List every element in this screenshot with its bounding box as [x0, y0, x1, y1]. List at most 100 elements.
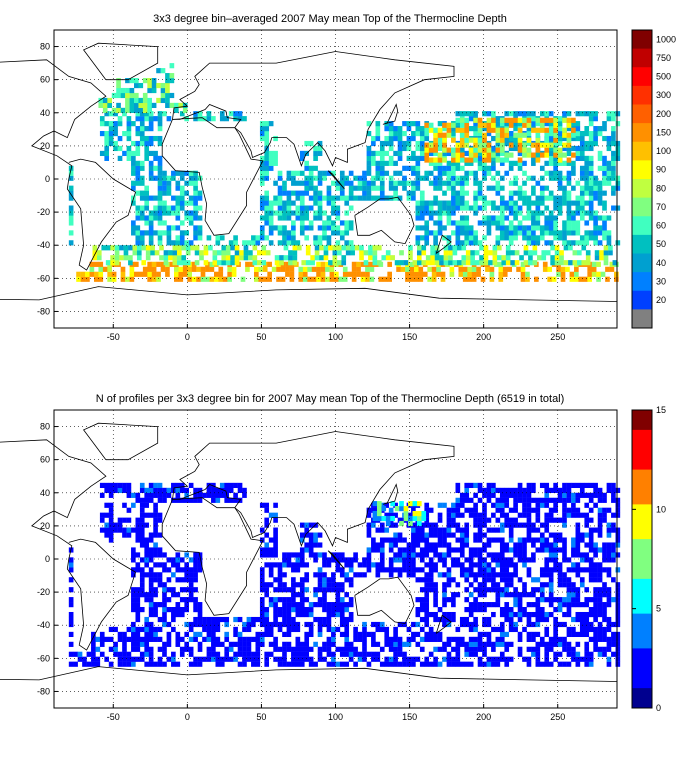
- data-bin: [482, 577, 487, 583]
- data-bin: [230, 260, 235, 266]
- data-bin: [535, 497, 541, 503]
- data-bin: [532, 260, 538, 266]
- data-bin: [544, 597, 550, 603]
- y-tick-label: 40: [40, 108, 50, 118]
- data-bin: [482, 646, 487, 652]
- data-bin: [148, 150, 154, 157]
- data-bin: [517, 157, 523, 163]
- data-bin: [273, 200, 278, 206]
- data-bin: [216, 250, 222, 256]
- data-bin: [433, 165, 438, 171]
- data-bin: [139, 517, 145, 523]
- data-bin: [379, 646, 385, 652]
- data-bin: [259, 205, 265, 211]
- data-bin: [326, 220, 332, 226]
- data-bin: [175, 611, 181, 618]
- data-bin: [448, 250, 453, 256]
- data-bin: [557, 130, 563, 137]
- data-bin: [376, 260, 382, 266]
- data-bin: [166, 175, 172, 181]
- data-bin: [459, 552, 465, 558]
- data-bin: [116, 87, 121, 94]
- data-bin: [446, 127, 452, 133]
- data-bin: [615, 597, 621, 603]
- data-bin: [175, 200, 181, 206]
- data-bin: [326, 557, 332, 563]
- data-bin: [587, 266, 593, 272]
- data-bin: [411, 185, 416, 191]
- data-bin: [508, 165, 514, 171]
- data-bin: [419, 646, 425, 652]
- data-bin: [483, 255, 489, 261]
- data-bin: [184, 621, 190, 628]
- data-bin: [526, 532, 532, 538]
- data-bin: [424, 235, 430, 241]
- data-bin: [282, 240, 287, 246]
- data-bin: [566, 111, 572, 117]
- data-bin: [282, 557, 287, 563]
- data-bin: [424, 512, 430, 518]
- data-bin: [299, 532, 305, 538]
- data-bin: [517, 597, 523, 603]
- data-bin: [611, 126, 616, 132]
- data-bin: [308, 185, 314, 191]
- data-bin: [419, 130, 425, 137]
- data-bin: [548, 230, 554, 236]
- data-bin: [588, 542, 594, 548]
- data-bin: [508, 626, 514, 633]
- data-bin: [451, 230, 456, 236]
- data-bin: [211, 492, 216, 498]
- data-bin: [495, 537, 501, 543]
- data-bin: [379, 175, 385, 181]
- data-bin: [597, 215, 603, 221]
- data-bin: [539, 482, 545, 489]
- data-bin: [371, 140, 376, 147]
- data-bin: [419, 190, 425, 196]
- data-bin: [602, 155, 607, 161]
- data-bin: [334, 276, 339, 282]
- data-bin: [153, 611, 158, 618]
- data-bin: [193, 567, 198, 573]
- data-bin: [332, 245, 338, 251]
- data-bin: [108, 111, 114, 117]
- data-bin: [522, 547, 527, 553]
- data-bin: [157, 487, 163, 493]
- data-bin: [459, 492, 465, 498]
- data-bin: [499, 235, 505, 241]
- data-bin: [351, 271, 357, 277]
- data-bin: [245, 261, 250, 267]
- data-bin: [415, 532, 421, 538]
- data-bin: [459, 636, 465, 642]
- data-bin: [579, 175, 585, 181]
- data-bin: [331, 607, 336, 613]
- colorbar-swatch: [632, 623, 652, 630]
- data-bin: [317, 180, 323, 186]
- data-bin: [291, 592, 296, 598]
- data-bin: [295, 190, 301, 196]
- data-bin: [442, 656, 447, 662]
- data-bin: [362, 651, 367, 657]
- data-bin: [282, 572, 287, 578]
- data-bin: [156, 82, 161, 89]
- data-bin: [171, 651, 176, 657]
- data-bin: [508, 210, 514, 216]
- data-bin: [526, 482, 532, 489]
- data-bin: [477, 190, 483, 196]
- x-tick-label: 200: [476, 332, 491, 342]
- data-bin: [571, 210, 576, 216]
- data-bin: [122, 527, 127, 533]
- data-bin: [499, 150, 505, 157]
- data-bin: [406, 512, 412, 518]
- data-bin: [397, 195, 403, 201]
- data-bin: [557, 170, 563, 176]
- data-bin: [166, 185, 172, 191]
- data-bin: [172, 255, 178, 261]
- data-bin: [421, 515, 427, 522]
- data-bin: [144, 621, 150, 628]
- data-bin: [557, 532, 563, 538]
- data-bin: [366, 562, 372, 568]
- data-bin: [597, 592, 603, 598]
- data-bin: [282, 210, 287, 216]
- data-bin: [584, 220, 590, 226]
- data-bin: [179, 220, 185, 226]
